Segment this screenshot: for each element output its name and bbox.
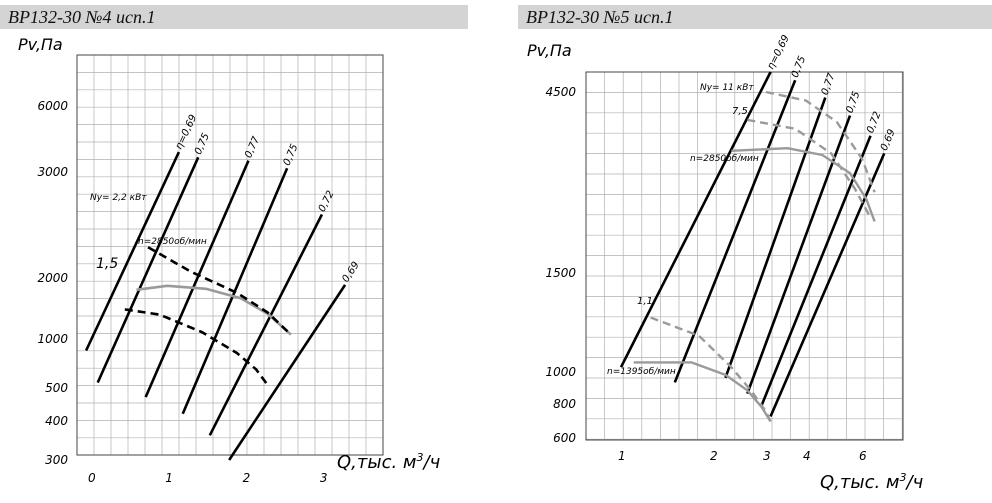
y-tick-label: 4500	[545, 85, 576, 99]
x-tick-label: 4	[803, 449, 811, 463]
power-curve	[765, 90, 876, 193]
y-tick-label: 600	[553, 431, 576, 445]
y-tick-label: 800	[553, 397, 576, 411]
right-grid	[585, 71, 904, 441]
power-curve	[650, 316, 772, 423]
right-11-label: 1,1	[637, 296, 653, 307]
left-chart-title: ВР132-30 №4 исп.1	[8, 7, 156, 27]
y-tick-label: 1500	[545, 266, 576, 280]
right-n2-label: n=1395об/мин	[607, 367, 676, 377]
power-curve	[747, 118, 872, 219]
right-x-axis-label: Q,тыс. м3/ч	[820, 471, 923, 493]
efficiency-label: 0,77	[243, 134, 262, 159]
right-75-label: 7,5	[732, 106, 748, 117]
x-tick-label: 3	[763, 449, 771, 463]
left-n-label: n=2850об/мин	[138, 237, 207, 247]
left-chart-header: ВР132-30 №4 исп.1	[0, 5, 468, 29]
y-tick-label: 1000	[37, 332, 68, 346]
right-ny-label: Ny= 11 кВт	[700, 83, 754, 93]
right-chart-header: ВР132-30 №5 исп.1	[518, 5, 992, 29]
efficiency-label: 0,75	[844, 90, 862, 115]
efficiency-line	[724, 97, 827, 379]
x-tick-label: 2	[243, 471, 251, 485]
power-curve	[124, 308, 269, 386]
left-grid	[76, 54, 384, 456]
efficiency-label: 0,72	[865, 110, 884, 135]
y-tick-label: 3000	[37, 165, 68, 179]
right-chart-title: ВР132-30 №5 исп.1	[526, 7, 674, 27]
speed-curve	[136, 284, 292, 336]
x-tick-label: 6	[859, 449, 867, 463]
y-tick-label: 400	[45, 414, 68, 428]
y-tick-label: 500	[45, 381, 68, 395]
left-chart-panel: ВР132-30 №4 исп.1	[0, 5, 468, 29]
x-tick-label: 0	[88, 471, 96, 485]
y-tick-label: 6000	[37, 99, 68, 113]
power-curve	[147, 246, 292, 336]
efficiency-label: 0,75	[790, 55, 808, 80]
y-tick-label: 1000	[545, 365, 576, 379]
left-x-axis-label: Q,тыс. м3/ч	[337, 451, 440, 473]
x-tick-label: 2	[710, 449, 718, 463]
x-tick-label: 1	[618, 449, 626, 463]
efficiency-label: 0,77	[820, 71, 838, 96]
right-tick-labels: 4500 1500 1000 800 600 1 2 3 4 6	[545, 85, 867, 463]
x-tick-label: 3	[320, 471, 328, 485]
efficiency-label: 0,69	[879, 128, 898, 153]
left-15-label: 1,5	[96, 256, 118, 272]
efficiency-line	[619, 71, 772, 368]
speed-curve	[731, 146, 876, 222]
efficiency-label: η=0,69	[765, 33, 792, 71]
efficiency-line	[96, 156, 200, 384]
efficiency-line	[228, 284, 347, 461]
efficiency-line	[84, 151, 181, 352]
y-tick-label: 2000	[37, 271, 68, 285]
y-tick-label: 300	[45, 453, 68, 467]
left-plot-area: η=0,690,75 0,77 0,750,720,69	[84, 113, 362, 461]
efficiency-line	[673, 79, 797, 383]
right-n-label: n=2850об/мин	[690, 154, 759, 164]
right-plot-area: η=0,690,750,770,750,720,69	[619, 33, 898, 423]
efficiency-line	[760, 135, 872, 406]
efficiency-label: 0,72	[317, 189, 337, 214]
efficiency-line	[144, 160, 250, 398]
right-y-axis-label: Pv,Па	[527, 41, 572, 60]
plot-border	[585, 71, 904, 441]
plot-border	[76, 54, 384, 456]
left-y-axis-label: Pv,Па	[18, 35, 63, 54]
right-chart-panel: ВР132-30 №5 исп.1	[496, 0, 992, 503]
x-tick-label: 1	[165, 471, 173, 485]
efficiency-line	[208, 213, 324, 436]
left-ny-label: Ny= 2,2 кВт	[90, 193, 147, 203]
